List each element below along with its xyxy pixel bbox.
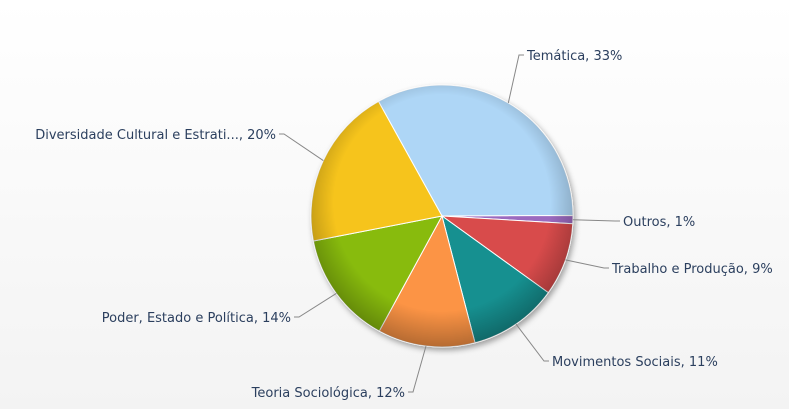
leader-line-teoria-sociologica [408,345,427,393]
leader-line-trabalho-e-producao [565,259,609,269]
data-label-diversidade-cultural-e-estrati: Diversidade Cultural e Estrati..., 20% [35,128,276,143]
data-label-poder-estado-e-politica: Poder, Estado e Política, 14% [102,311,291,326]
data-label-movimentos-sociais: Movimentos Sociais, 11% [552,355,718,370]
leader-line-movimentos-sociais [515,323,549,362]
leader-line-outros [572,219,620,222]
leader-line-tematica [507,54,524,104]
leader-line-poder-estado-e-politica [294,292,337,318]
data-label-trabalho-e-producao: Trabalho e Produção, 9% [611,262,773,277]
data-label-teoria-sociologica: Teoria Sociológica, 12% [251,386,405,401]
leader-line-diversidade-cultural-e-estrati [279,133,324,162]
data-label-outros: Outros, 1% [623,215,695,230]
data-label-tematica: Temática, 33% [526,49,622,64]
